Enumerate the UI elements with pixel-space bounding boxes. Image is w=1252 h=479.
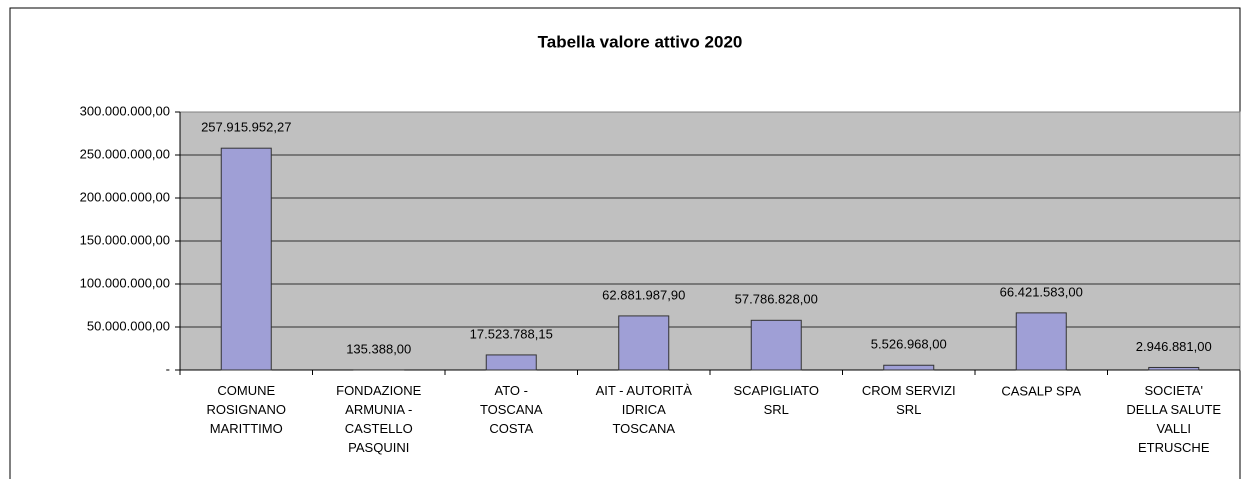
x-tick-label: ATO -TOSCANA COSTA: [480, 383, 543, 436]
bar: [750, 319, 802, 371]
data-label: 66.421.583,00: [1000, 284, 1083, 299]
x-tick-label: SOCIETA' DELLA SALUTE VALLI ETRUSCHE: [1126, 383, 1221, 455]
y-tick-label: 250.000.000,00: [80, 146, 170, 161]
data-label: 5.526.968,00: [871, 337, 947, 352]
chart-title: Tabella valore attivo 2020: [538, 32, 743, 51]
x-tick-label: CROM SERVIZI SRL: [862, 383, 956, 417]
y-tick-label: 300.000.000,00: [80, 103, 170, 118]
x-tick-label: FONDAZIONE ARMUNIA -CASTELLO PASQUINI: [336, 383, 422, 455]
data-label: 2.946.881,00: [1136, 339, 1212, 354]
bar: [883, 364, 935, 371]
bar: [1148, 366, 1200, 371]
bar: [618, 315, 670, 371]
x-tick-label: COMUNE ROSIGNANO MARITTIMO: [207, 383, 286, 436]
data-label: 57.786.828,00: [735, 292, 818, 307]
data-label: 257.915.952,27: [201, 120, 291, 135]
y-tick-label: -: [166, 361, 170, 376]
y-tick-label: 150.000.000,00: [80, 232, 170, 247]
data-label: 135.388,00: [346, 341, 411, 356]
x-tick-label: SCAPIGLIATO SRL: [734, 383, 820, 417]
bar: [220, 147, 272, 371]
y-tick-label: 50.000.000,00: [87, 318, 170, 333]
x-tick-label: AIT - AUTORITÀ IDRICA TOSCANA: [596, 383, 693, 436]
bar: [485, 354, 537, 371]
y-tick-label: 100.000.000,00: [80, 275, 170, 290]
x-tick-label: CASALP SPA: [1001, 383, 1081, 398]
bar: [1015, 312, 1067, 371]
data-label: 17.523.788,15: [470, 326, 553, 341]
data-label: 62.881.987,90: [602, 287, 685, 302]
y-tick-label: 200.000.000,00: [80, 189, 170, 204]
